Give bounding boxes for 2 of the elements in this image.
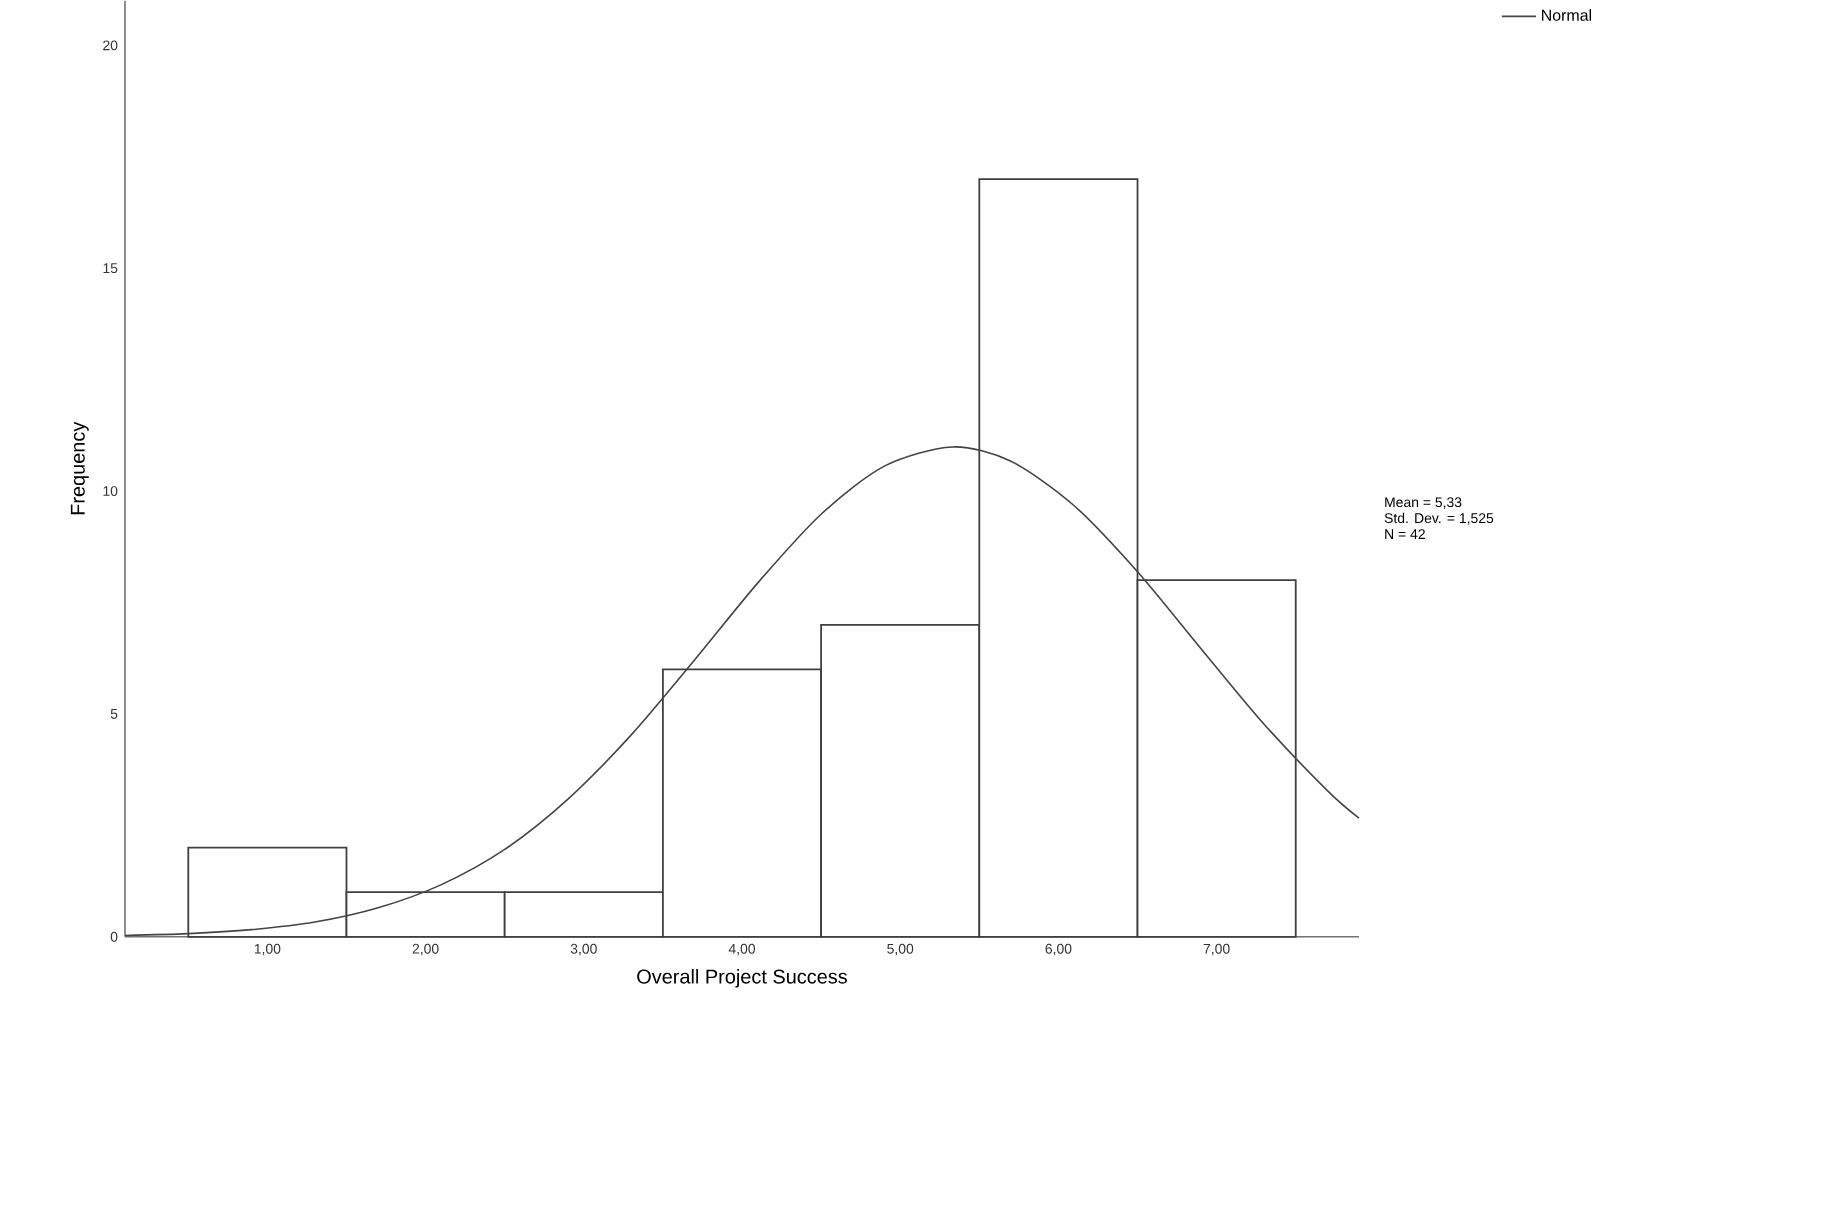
x-axis-title: Overall Project Success bbox=[637, 968, 847, 988]
y-axis-title: Frequency bbox=[70, 421, 89, 514]
